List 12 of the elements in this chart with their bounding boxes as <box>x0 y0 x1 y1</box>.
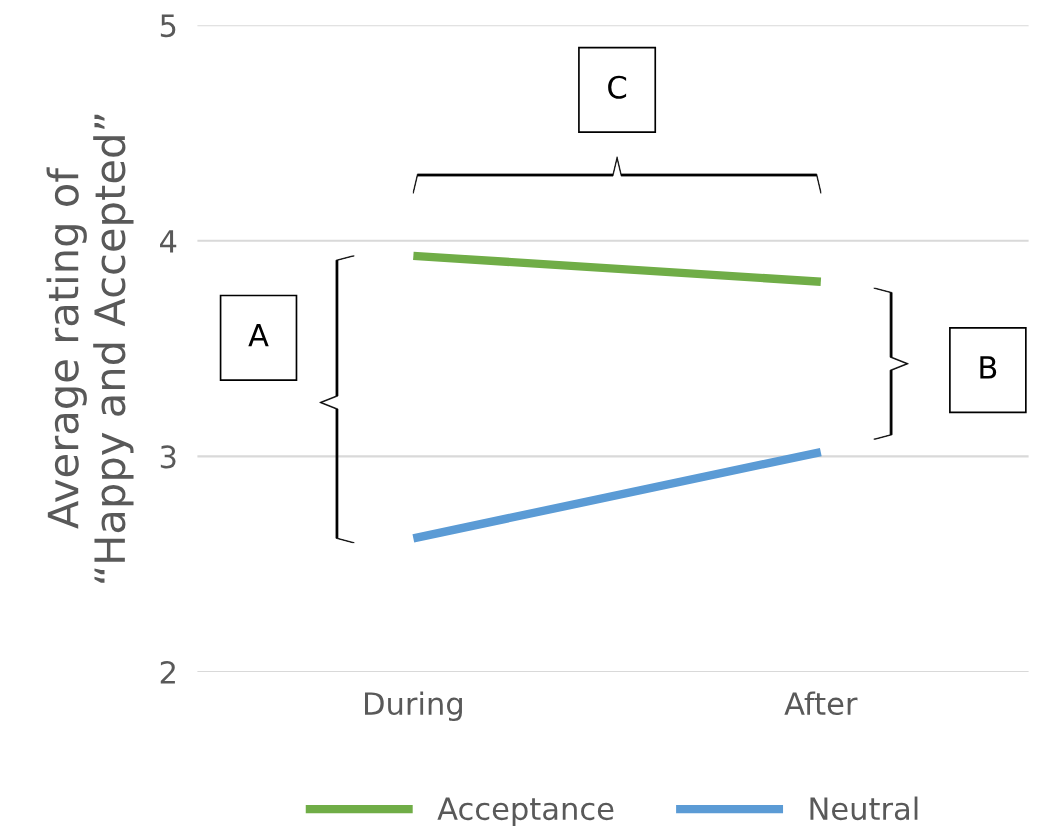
y-tick-label: 3 <box>160 445 176 469</box>
annotation: B <box>980 356 997 379</box>
y-tick-label: 4 <box>160 230 177 253</box>
x-tick-label: During <box>365 691 462 722</box>
y-tick-label: 5 <box>160 14 176 38</box>
y-axis-title: Average rating of “Happy and Accepted” <box>46 114 134 583</box>
legend-label: Acceptance <box>437 797 614 827</box>
legend-label: Neutral <box>810 796 918 821</box>
y-tick-label: 2 <box>160 660 175 684</box>
annotation: C <box>608 75 627 99</box>
annotation: A <box>248 323 269 347</box>
x-tick-label: After <box>784 691 858 716</box>
